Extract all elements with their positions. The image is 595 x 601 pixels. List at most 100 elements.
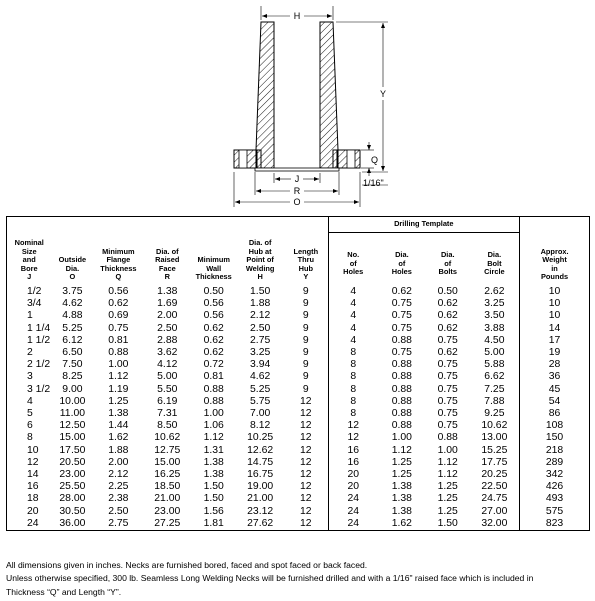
table-cell: 0.56 bbox=[108, 286, 129, 297]
table-cell: 2.00 bbox=[157, 310, 178, 322]
table-cell: 9 bbox=[302, 310, 309, 322]
table-cell: 4 bbox=[6, 395, 52, 409]
table-row: 12 20.50 2.00 15.00 1.38 14.75 12 16 1.25 1.12 17.… bbox=[6, 456, 590, 470]
table-cell: 3.25 bbox=[250, 347, 271, 359]
table-cell: 0.62 bbox=[108, 298, 129, 310]
table-cell: 9 bbox=[302, 371, 309, 383]
dim-h-label: H bbox=[294, 11, 301, 21]
table-cell: 23.00 bbox=[154, 505, 181, 517]
table-cell: 10 bbox=[6, 444, 52, 457]
table-row: 3 8.25 1.12 5.00 0.81 4.62 9 8 0.88 0.75 6.62 36 bbox=[6, 371, 590, 384]
table-cell: 20 bbox=[327, 469, 378, 482]
table-cell: 20.25 bbox=[469, 469, 521, 482]
dim-y-label: Y bbox=[380, 89, 386, 99]
table-cell: 0.75 bbox=[437, 395, 458, 407]
hub-wall-left bbox=[255, 21, 275, 169]
table-row: 4 10.00 1.25 6.19 0.88 5.75 12 8 0.88 0.75 7.88 54 bbox=[6, 395, 590, 409]
table-cell: 0.88 bbox=[391, 359, 412, 371]
table-cell: 1.38 bbox=[108, 408, 129, 420]
table-cell: 9.25 bbox=[469, 408, 521, 421]
table-cell: 36 bbox=[519, 371, 590, 384]
table-cell: 6 bbox=[6, 420, 52, 433]
table-cell: 1.38 bbox=[391, 493, 412, 505]
table-cell: 2.38 bbox=[108, 493, 129, 505]
header-weight: Approx. Weight in Pounds bbox=[519, 216, 590, 282]
table-cell: 1.38 bbox=[157, 286, 178, 297]
table-cell: 1.50 bbox=[203, 493, 224, 505]
table-cell: 12.62 bbox=[247, 444, 274, 456]
table-cell: 5 bbox=[6, 408, 52, 421]
header-holes-no: No. of Holes bbox=[327, 232, 378, 282]
table-row: 16 25.50 2.25 18.50 1.50 19.00 12 20 1.38 1.25 22.… bbox=[6, 481, 590, 494]
table-cell: 10.00 bbox=[59, 395, 86, 407]
table-cell: 1.31 bbox=[203, 444, 224, 456]
table-cell: 21.00 bbox=[154, 493, 181, 505]
table-cell: 4.62 bbox=[250, 371, 271, 383]
table-cell: 4.12 bbox=[157, 359, 178, 371]
table-cell: 0.62 bbox=[391, 286, 412, 297]
table-cell: 12 bbox=[300, 444, 312, 456]
table-cell: 45 bbox=[519, 383, 590, 396]
table-cell: 24.75 bbox=[469, 493, 521, 506]
header-outside-dia: Outside Dia. O bbox=[51, 216, 94, 282]
table-cell: 9 bbox=[302, 298, 309, 310]
header-nominal-size: Nominal Size and Bore J bbox=[6, 216, 52, 282]
table-cell: 27.25 bbox=[143, 517, 192, 532]
table-cell: 5.00 bbox=[469, 347, 521, 360]
table-cell: 12 bbox=[300, 408, 312, 420]
table-cell: 0.88 bbox=[203, 395, 224, 407]
table-cell: 218 bbox=[519, 444, 590, 457]
table-cell: 12 bbox=[6, 456, 52, 470]
table-cell: 1/2 bbox=[6, 282, 52, 299]
header-hub-dia: Dia. of Hub at Point of Welding H bbox=[236, 216, 285, 282]
table-cell: 16.25 bbox=[154, 469, 181, 481]
table-cell: 9 bbox=[302, 359, 309, 371]
dim-r-label: R bbox=[294, 186, 301, 196]
table-row: 1 4.88 0.69 2.00 0.56 2.12 9 4 0.75 0.62 3.50 10 bbox=[6, 310, 590, 323]
table-row: 3/4 4.62 0.62 1.69 0.56 1.88 9 4 0.75 0.62 3.25 10 bbox=[6, 298, 590, 311]
table-cell: 0.69 bbox=[108, 310, 129, 322]
table-row: 5 11.00 1.38 7.31 1.00 7.00 12 8 0.88 0.75 9.25 86 bbox=[6, 408, 590, 421]
table-cell: 14.75 bbox=[247, 456, 274, 468]
table-cell: 17 bbox=[519, 334, 590, 348]
table-cell: 25.50 bbox=[59, 481, 86, 493]
table-cell: 8.50 bbox=[157, 420, 178, 432]
table-cell: 0.75 bbox=[437, 359, 458, 371]
table-cell: 1.25 bbox=[391, 469, 412, 481]
table-cell: 1.25 bbox=[437, 481, 458, 493]
table-cell: 4 bbox=[327, 322, 378, 335]
table-cell: 9 bbox=[302, 347, 309, 359]
table-cell: 3 bbox=[6, 371, 52, 384]
table-cell: 15.00 bbox=[154, 456, 181, 468]
table-cell: 0.62 bbox=[437, 298, 458, 310]
table-cell: 24 bbox=[6, 517, 52, 532]
table-cell: 12 bbox=[300, 469, 312, 481]
table-cell: 6.19 bbox=[157, 395, 178, 407]
header-wall-thickness: Minimum Wall Thickness bbox=[191, 216, 237, 282]
table-cell: 1.62 bbox=[377, 517, 426, 532]
table-cell: 10.25 bbox=[247, 432, 274, 444]
table-cell: 8 bbox=[327, 371, 378, 384]
table-cell: 0.75 bbox=[391, 322, 412, 334]
table-cell: 2.62 bbox=[469, 282, 521, 299]
table-cell: 8 bbox=[327, 383, 378, 396]
table-cell: 0.62 bbox=[437, 322, 458, 334]
table-cell: 2.00 bbox=[108, 456, 129, 468]
table-cell: 1.38 bbox=[203, 456, 224, 468]
table-cell: 2.75 bbox=[250, 334, 271, 346]
table-cell: 12 bbox=[284, 517, 329, 532]
table-cell: 0.75 bbox=[108, 322, 129, 334]
table-cell: 18 bbox=[6, 493, 52, 506]
table-cell: 86 bbox=[519, 408, 590, 421]
table-cell: 10 bbox=[519, 298, 590, 311]
table-cell: 1.69 bbox=[157, 298, 178, 310]
table-cell: 23.00 bbox=[59, 469, 86, 481]
dim-raised-face-label: 1/16" bbox=[363, 178, 384, 188]
table-cell: 3.75 bbox=[62, 286, 83, 297]
table-cell: 0.88 bbox=[391, 420, 412, 432]
table-cell: 23.12 bbox=[247, 505, 274, 517]
table-row: 20 30.50 2.50 23.00 1.56 23.12 12 24 1.38 1.25 27.… bbox=[6, 505, 590, 518]
table-cell: 8 bbox=[327, 347, 378, 360]
table-cell: 18.50 bbox=[154, 481, 181, 493]
note-line: All dimensions given in inches. Necks ar… bbox=[6, 560, 368, 570]
